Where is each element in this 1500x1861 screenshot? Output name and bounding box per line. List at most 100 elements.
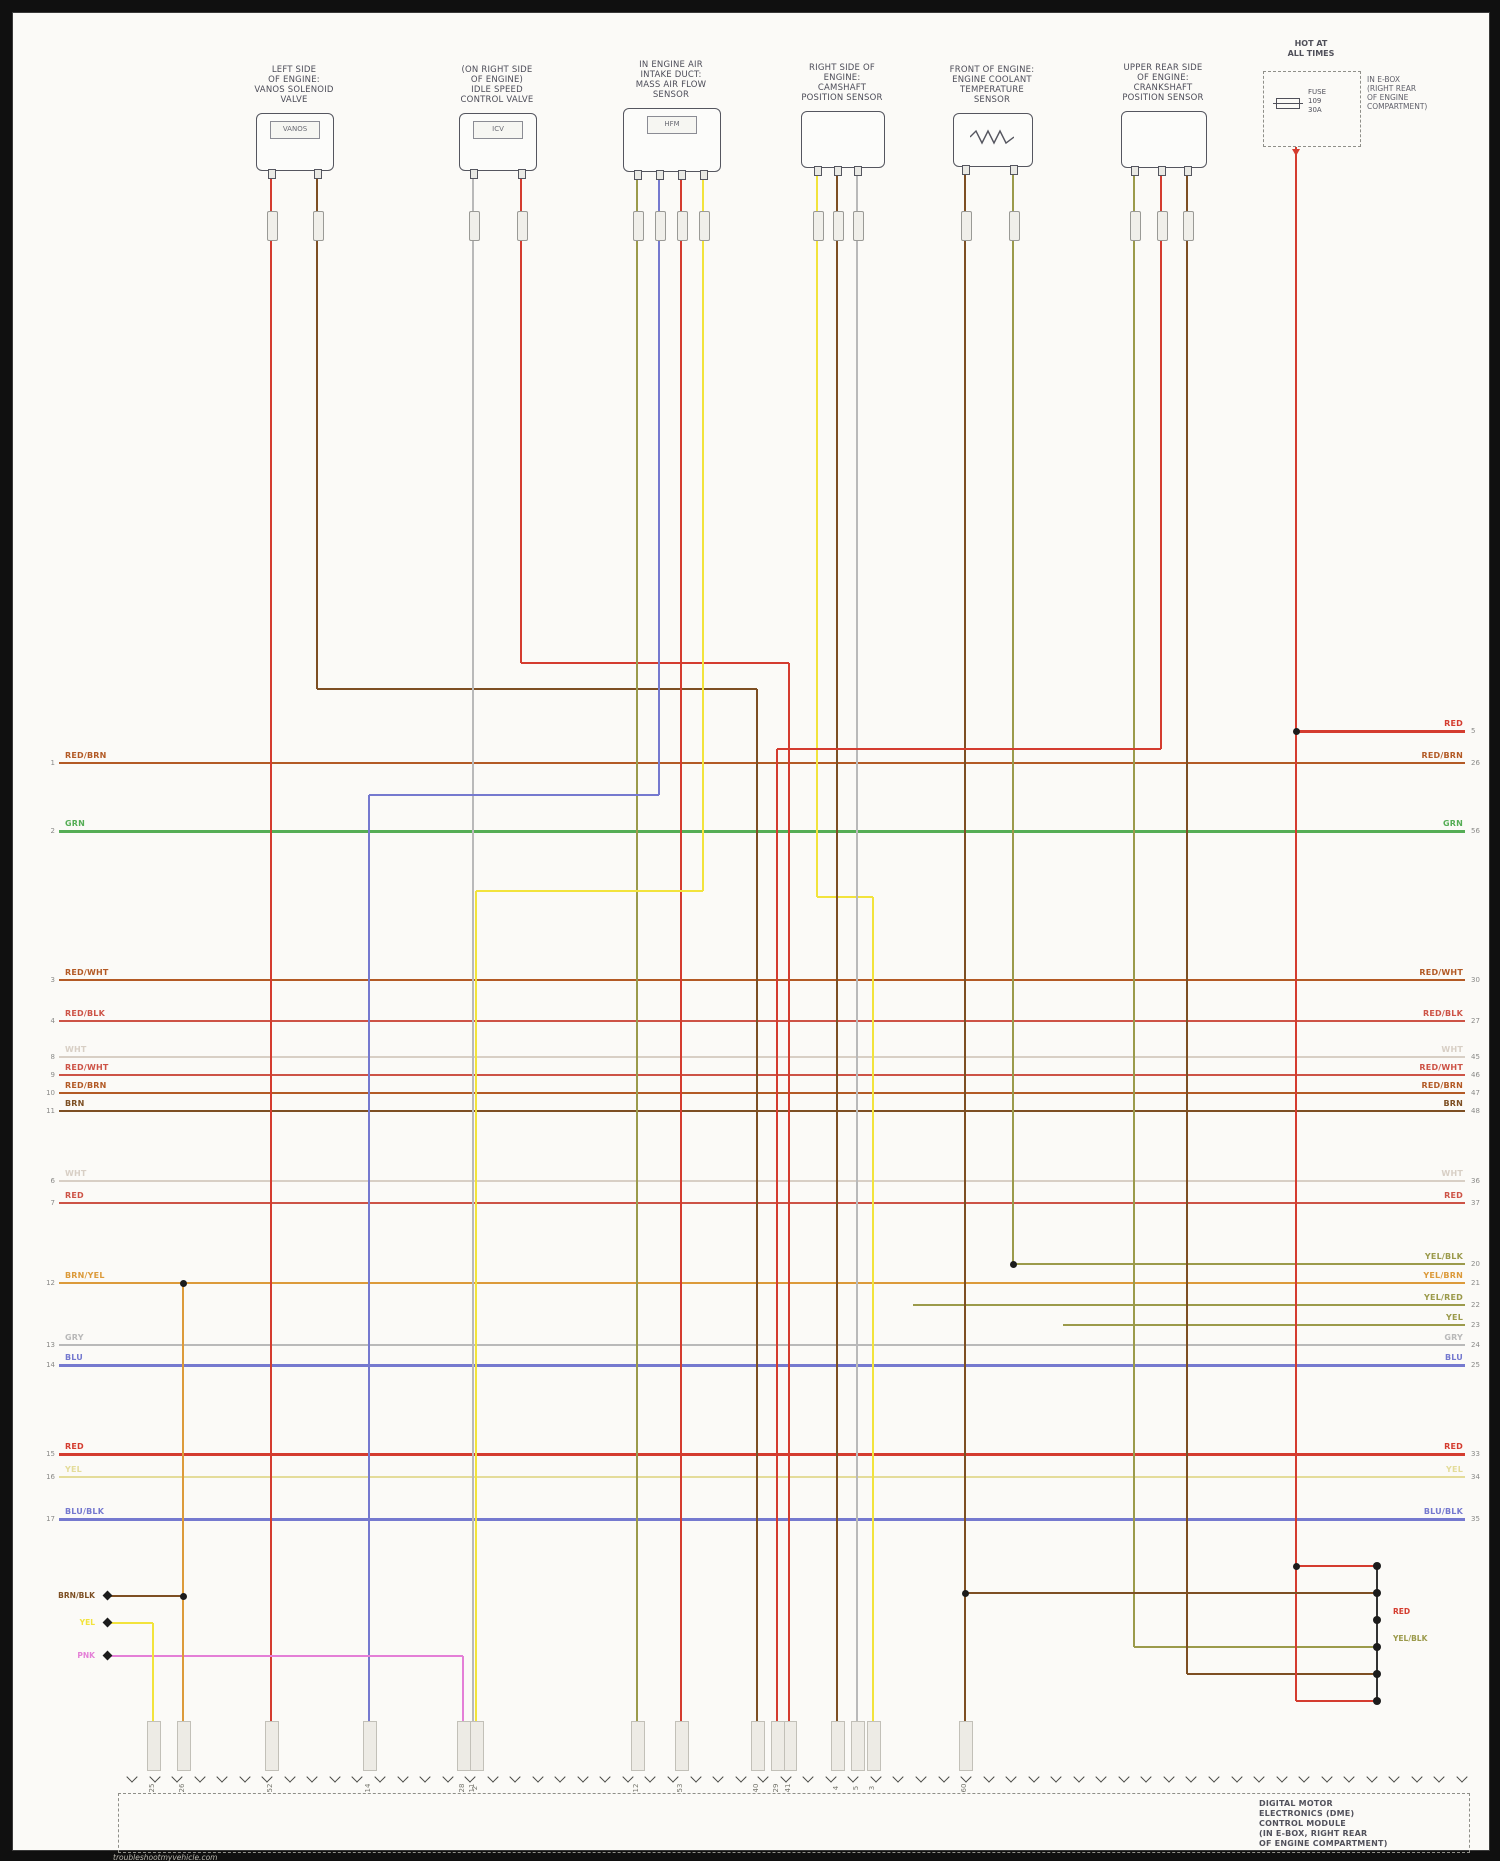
bottom-pin-number: 28 xyxy=(458,1783,466,1793)
splice-dot xyxy=(1373,1643,1381,1651)
wire-segment xyxy=(1133,172,1135,1647)
component-pin xyxy=(678,170,686,180)
wire-segment xyxy=(636,176,638,1771)
component-label-line: UPPER REAR SIDE xyxy=(1123,63,1203,73)
component-pin xyxy=(518,169,526,179)
connector-pin-glyph xyxy=(216,1771,228,1783)
bus-pin-left: 14 xyxy=(46,1361,55,1369)
bus-label-left: BLU xyxy=(65,1353,84,1362)
splice-label: RED xyxy=(1393,1607,1411,1616)
wire-segment xyxy=(817,895,873,899)
bus-label-right: RED/WHT xyxy=(1419,968,1463,977)
connector-pin-glyph xyxy=(1253,1771,1265,1783)
wire-segment xyxy=(776,749,778,1771)
component-pin xyxy=(634,170,642,180)
fuse-text: FUSE 109 30A xyxy=(1308,88,1327,114)
junction-dot xyxy=(1292,1562,1300,1570)
connector-pin-glyph xyxy=(1275,1771,1288,1783)
wire-segment xyxy=(317,688,757,690)
bus-pin-left: 3 xyxy=(50,976,55,984)
bus-label-right: BRN xyxy=(1443,1099,1463,1108)
connector-pin-glyph xyxy=(441,1771,454,1783)
bus-pin-left: 12 xyxy=(46,1279,55,1287)
wire-segment xyxy=(472,179,474,1771)
wire-segment xyxy=(520,179,522,663)
component-label-line: SENSOR xyxy=(652,90,690,100)
component-label-line: FRONT OF ENGINE: xyxy=(949,65,1035,75)
inline-connector xyxy=(812,211,824,241)
connector-pin-glyph xyxy=(554,1771,566,1783)
bus-label-left: WHT xyxy=(65,1045,87,1054)
connector-pin-glyph xyxy=(1185,1771,1198,1783)
inline-connector xyxy=(832,211,844,241)
wire-segment xyxy=(270,179,272,1771)
inline-connector xyxy=(312,211,324,241)
bottom-pin-label: 41 xyxy=(783,1721,797,1792)
connector-pin-glyph xyxy=(1095,1771,1107,1783)
wire-segment xyxy=(461,1656,465,1771)
wire-segment xyxy=(316,179,318,689)
junction-dot xyxy=(179,1279,187,1287)
bus-pin-left: 10 xyxy=(46,1089,55,1097)
wire-segment xyxy=(964,171,966,1771)
bus-label-left: BLU/BLK xyxy=(65,1507,105,1516)
tap-diamond-icon xyxy=(102,1650,113,1661)
wire-segment xyxy=(871,897,875,1771)
inline-connector xyxy=(468,211,480,241)
component-label-line: ENGINE: xyxy=(823,73,861,83)
bottom-pin-label: 60 xyxy=(959,1721,973,1792)
bus-wire xyxy=(59,1056,1465,1058)
bus-pin-right: 23 xyxy=(1471,1321,1480,1329)
bottom-pin-label: 29 xyxy=(771,1721,785,1792)
bottom-pin-label: 52 xyxy=(265,1721,279,1792)
component-label-line: IDLE SPEED xyxy=(471,85,523,95)
bus-pin-right: 21 xyxy=(1471,1279,1480,1287)
bottom-pin-number: 53 xyxy=(676,1783,684,1793)
connector-pin-glyph xyxy=(577,1771,589,1783)
component-label-line: OF ENGINE: xyxy=(1137,73,1189,83)
component-pin xyxy=(268,169,276,179)
bus-wire xyxy=(1013,1263,1465,1265)
wire-segment xyxy=(521,662,789,664)
connector-pin-glyph xyxy=(1005,1771,1017,1783)
wire-segment xyxy=(1134,1646,1377,1648)
component-pin xyxy=(854,166,862,176)
bus-label-right: RED xyxy=(1444,719,1463,728)
bus-label-left: RED/WHT xyxy=(65,1063,109,1072)
component-label: (ON RIGHT SIDE OF ENGINE) IDLE SPEED CONTRO… xyxy=(427,65,567,105)
component-pin xyxy=(1184,166,1192,176)
bus-pin-left: 8 xyxy=(50,1053,55,1061)
wire-segment xyxy=(152,1623,154,1771)
component-label-line: IN ENGINE AIR xyxy=(639,60,703,70)
wire-segment xyxy=(108,1595,183,1597)
connector-pin-glyph xyxy=(126,1771,138,1783)
junction-dot xyxy=(1009,1260,1017,1268)
wire-segment xyxy=(815,172,819,897)
wire-segment xyxy=(777,748,1161,750)
wire-segment xyxy=(367,795,371,1771)
connector-pin-glyph xyxy=(1208,1771,1220,1783)
connector-pin-glyph xyxy=(599,1771,612,1783)
bus-label-right: RED xyxy=(1444,1442,1463,1451)
bus-label-right: YEL/RED xyxy=(1424,1293,1463,1302)
resistor-icon xyxy=(969,129,1015,145)
bus-label-left: YEL xyxy=(65,1465,82,1474)
bus-label-right: RED/BRN xyxy=(1421,751,1463,760)
component-label-line: INTAKE DUCT: xyxy=(640,70,702,80)
wire-segment xyxy=(1186,172,1188,1674)
bus-wire xyxy=(59,1202,1465,1204)
connector-pin-glyph xyxy=(306,1771,318,1783)
bus-label-right: RED xyxy=(1444,1191,1463,1200)
wire-segment xyxy=(108,1654,463,1658)
bus-label-right: YEL/BRN xyxy=(1423,1271,1463,1280)
connector-pin-glyph xyxy=(419,1771,431,1783)
inline-connector xyxy=(654,211,666,241)
bottom-pin-number: 12 xyxy=(632,1783,640,1793)
component-label-line: RIGHT SIDE OF xyxy=(809,63,875,73)
wire-segment xyxy=(108,1622,153,1624)
bus-pin-left: 9 xyxy=(50,1071,55,1079)
bus-pin-right: 30 xyxy=(1471,976,1480,984)
component-label: FRONT OF ENGINE: ENGINE COOLANT TEMPERATUR… xyxy=(922,65,1062,105)
connector-pin-glyph xyxy=(1321,1771,1333,1783)
